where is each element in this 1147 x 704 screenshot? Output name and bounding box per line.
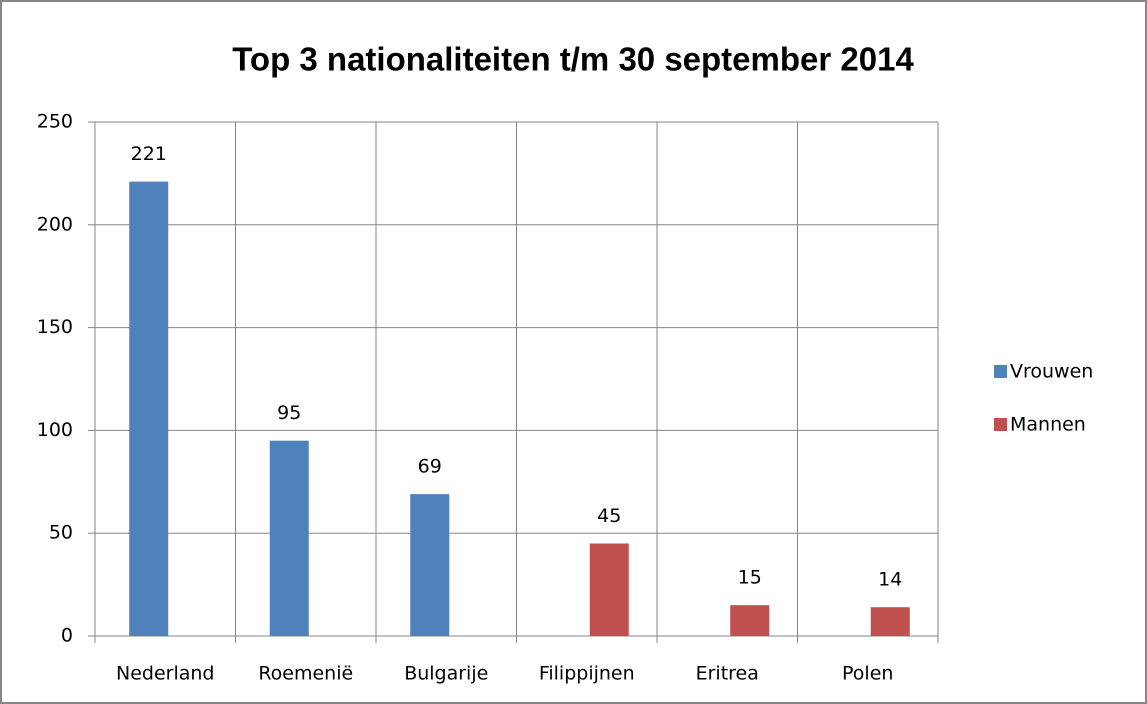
bar bbox=[129, 181, 169, 636]
y-tick-label: 200 bbox=[37, 213, 73, 235]
data-label: 45 bbox=[597, 505, 621, 527]
x-tick-label: Filippijnen bbox=[539, 663, 635, 685]
data-label: 15 bbox=[738, 567, 762, 589]
data-label: 69 bbox=[418, 456, 442, 478]
y-tick-label: 250 bbox=[37, 111, 73, 133]
legend-label: Vrouwen bbox=[1010, 361, 1093, 383]
x-tick-label: Eritrea bbox=[696, 663, 759, 685]
y-tick-label: 0 bbox=[61, 625, 73, 647]
y-tick-label: 50 bbox=[49, 522, 73, 544]
bar bbox=[410, 494, 450, 636]
x-tick-label: Nederland bbox=[116, 663, 215, 685]
bar bbox=[589, 543, 629, 636]
bar bbox=[269, 440, 309, 636]
legend-swatch bbox=[994, 418, 1007, 431]
x-tick-label: Bulgarije bbox=[404, 663, 488, 685]
data-label: 95 bbox=[277, 402, 301, 424]
x-tick-label: Roemenië bbox=[258, 663, 353, 685]
legend-label: Mannen bbox=[1010, 414, 1086, 436]
y-tick-label: 100 bbox=[37, 419, 73, 441]
chart-title: Top 3 nationaliteiten t/m 30 september 2… bbox=[232, 41, 914, 78]
x-tick-label: Polen bbox=[842, 663, 893, 685]
bar bbox=[730, 605, 770, 636]
data-label: 221 bbox=[131, 143, 167, 165]
data-label: 14 bbox=[878, 569, 902, 591]
y-tick-label: 150 bbox=[37, 316, 73, 338]
bar bbox=[870, 607, 910, 636]
legend-swatch bbox=[994, 365, 1007, 378]
